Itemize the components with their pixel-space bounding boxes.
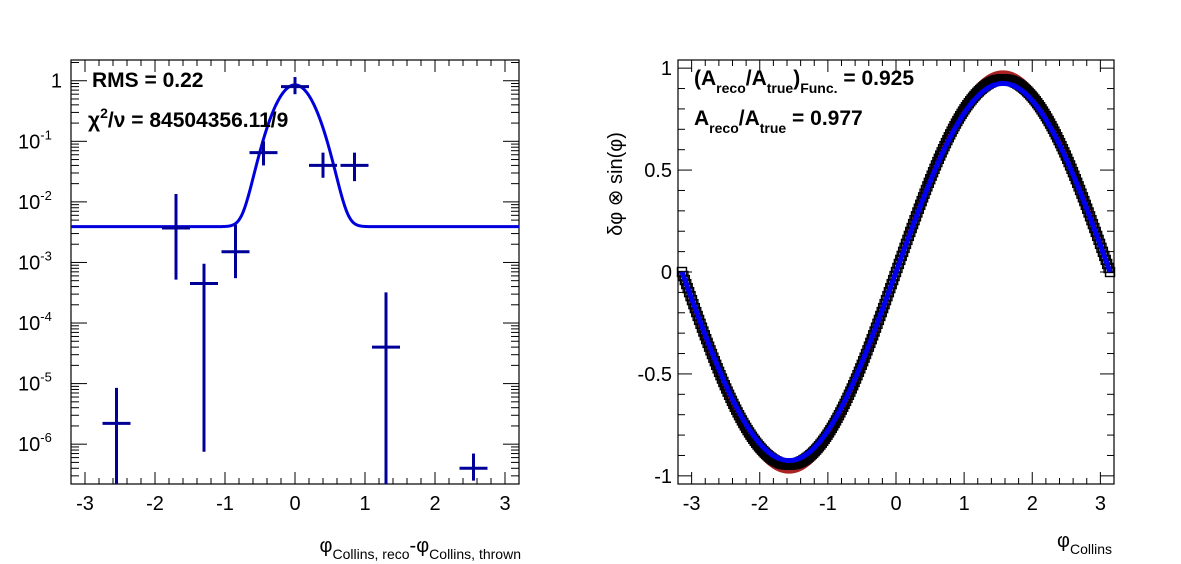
left-x-tick-label: -3 (76, 493, 94, 515)
left-x-axis-label: φCollins, reco-φCollins, thrown (320, 535, 521, 562)
left-y-tick-label: 10-6 (18, 430, 52, 456)
data-point-1 (162, 193, 190, 280)
data-point-9 (459, 453, 488, 481)
data-point-8 (372, 292, 400, 484)
right-tick-labels: -3 -2 -1 0 1 2 3 1 0.5 0 -0.5 -1 (638, 58, 1106, 515)
right-y-axis-label: δφ ⊗ sin(φ) (605, 132, 627, 236)
right-x-tick-label: 0 (890, 493, 901, 515)
left-x-tick-label: 1 (359, 493, 370, 515)
left-tick-labels: -3 -2 -1 0 1 2 3 1 10-1 10-2 10-3 10-4 10-5 10-6 (18, 71, 511, 515)
right-series (676, 70, 1116, 474)
ratio-func-annotation: (Areco/Atrue)Func. = 0.925 (694, 67, 914, 96)
right-x-tick-label: 2 (1027, 493, 1038, 515)
left-y-tick-label: 1 (51, 71, 62, 93)
data-point-6 (309, 152, 337, 178)
true-function-curve (679, 80, 1113, 464)
chi2-superscript: 2 (100, 105, 108, 121)
data-point-2 (190, 263, 218, 452)
right-y-tick-label: 0.5 (644, 160, 672, 182)
chi2-value: /ν = 84504356.11/9 (108, 109, 288, 132)
right-x-tick-label: -2 (751, 493, 769, 515)
right-y-tick-label: 1 (661, 58, 672, 80)
chi2-annotation: χ2/ν = 84504356.11/9 (88, 105, 288, 132)
right-x-tick-label: 1 (959, 493, 970, 515)
left-axis-ticks (70, 60, 520, 484)
right-x-tick-label: -3 (683, 493, 701, 515)
left-y-tick-label: 10-1 (18, 127, 52, 153)
left-x-tick-label: 0 (289, 493, 300, 515)
chi2-symbol: χ (88, 109, 100, 132)
data-point-7 (340, 152, 369, 182)
left-x-tick-label: 3 (499, 493, 510, 515)
left-x-tick-label: -2 (146, 493, 164, 515)
left-panel: -3 -2 -1 0 1 2 3 1 10-1 10-2 10-3 10-4 10-5 10-6 RMS … (18, 59, 521, 562)
data-point-5 (281, 77, 309, 95)
left-y-tick-label: 10-2 (18, 188, 52, 214)
left-x-tick-label: 2 (429, 493, 440, 515)
right-x-tick-label: -1 (819, 493, 837, 515)
right-panel: -3 -2 -1 0 1 2 3 1 0.5 0 -0.5 -1 (Areco/Atrue)Func.… (605, 58, 1116, 557)
left-y-tick-label: 10-3 (18, 248, 52, 274)
right-y-tick-label: 0 (661, 262, 672, 284)
rms-annotation: RMS = 0.22 (92, 69, 203, 92)
right-x-tick-label: 3 (1095, 493, 1106, 515)
left-y-tick-label: 10-4 (18, 309, 52, 335)
left-x-tick-label: -1 (216, 493, 234, 515)
data-point-0 (102, 387, 131, 484)
right-y-tick-label: -0.5 (638, 364, 672, 386)
right-y-tick-label: -1 (654, 466, 672, 488)
left-y-tick-label: 10-5 (18, 370, 52, 396)
right-x-axis-label: φCollins (1057, 530, 1112, 557)
data-point-4 (249, 141, 278, 166)
ratio-annotation: Areco/Atrue = 0.977 (694, 107, 863, 136)
data-point-3 (221, 224, 250, 279)
left-series (71, 77, 519, 484)
